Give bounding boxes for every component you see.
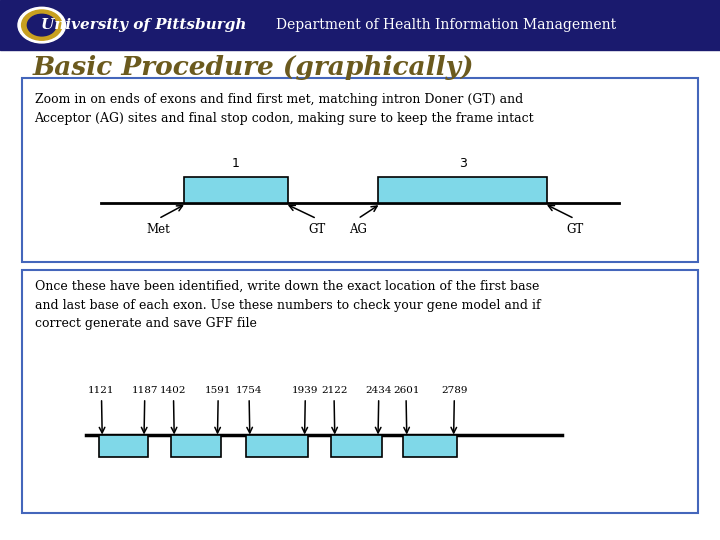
Text: and last base of each exon. Use these numbers to check your gene model and if: and last base of each exon. Use these nu… (35, 299, 540, 312)
Text: Once these have been identified, write down the exact location of the first base: Once these have been identified, write d… (35, 280, 539, 293)
Bar (246, 435, 308, 457)
Text: 1: 1 (232, 157, 240, 170)
Text: AG: AG (349, 223, 366, 236)
Text: 1591: 1591 (205, 386, 231, 395)
Text: GT: GT (566, 223, 583, 236)
Bar (0, 0, 720, 50)
Text: Zoom in on ends of exons and find first met, matching intron Doner (GT) and: Zoom in on ends of exons and find first … (35, 93, 523, 106)
Circle shape (27, 15, 56, 36)
Text: Department of Health Information Management: Department of Health Information Managem… (276, 18, 616, 32)
Text: University of Pittsburgh: University of Pittsburgh (41, 18, 247, 32)
Text: 2601: 2601 (393, 386, 419, 395)
Text: correct generate and save GFF file: correct generate and save GFF file (35, 318, 256, 330)
Text: Met: Met (147, 223, 170, 236)
Bar (184, 177, 288, 202)
Bar (378, 177, 547, 202)
Text: 1187: 1187 (132, 386, 158, 395)
Bar (99, 435, 148, 457)
Bar (22, 270, 698, 513)
Text: 1754: 1754 (236, 386, 262, 395)
Text: Acceptor (AG) sites and final stop codon, making sure to keep the frame intact: Acceptor (AG) sites and final stop codon… (35, 112, 534, 125)
Text: 2122: 2122 (321, 386, 347, 395)
Bar (331, 435, 382, 457)
Text: 2434: 2434 (366, 386, 392, 395)
Circle shape (18, 7, 66, 43)
Text: Basic Procedure (graphically): Basic Procedure (graphically) (32, 55, 474, 80)
Text: GT: GT (308, 223, 325, 236)
Text: 1402: 1402 (161, 386, 186, 395)
Bar (22, 78, 698, 262)
Text: 1121: 1121 (89, 386, 114, 395)
Text: 3: 3 (459, 157, 467, 170)
Bar (171, 435, 221, 457)
Bar (403, 435, 457, 457)
Text: 2789: 2789 (441, 386, 467, 395)
Text: 1939: 1939 (292, 386, 318, 395)
Circle shape (22, 10, 62, 40)
